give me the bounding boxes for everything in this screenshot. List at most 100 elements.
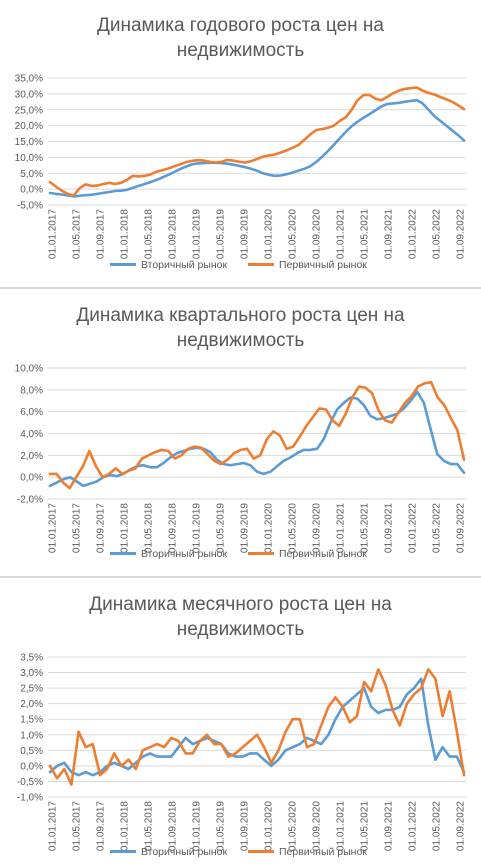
y-tick-label: -2,0%: [17, 495, 43, 506]
y-tick-label: 3,0%: [20, 668, 43, 679]
y-tick-label: 1,5%: [20, 715, 43, 726]
chart-title: недвижимость: [177, 40, 305, 61]
x-tick-label: 01.05.2022: [432, 503, 443, 553]
series-line-secondary: [48, 677, 466, 777]
legend-label: Первичный рынок: [279, 548, 367, 560]
y-tick-label: 0,0%: [20, 761, 43, 772]
legend-label: Первичный рынок: [279, 846, 367, 858]
x-tick-label: 01.05.2018: [144, 209, 155, 259]
series-line-secondary: [48, 390, 466, 488]
x-tick-label: 01.01.2018: [120, 209, 131, 259]
chart-panel-quarterly: Динамика квартального роста цен на недвиж…: [0, 289, 481, 576]
y-tick-label: 6,0%: [20, 407, 43, 418]
y-tick-label: 15,0%: [15, 137, 43, 148]
y-tick-label: 10,0%: [15, 153, 43, 164]
x-tick-label: 01.05.2019: [216, 209, 227, 259]
y-tick-label: 3,5%: [20, 653, 43, 664]
chart-title: недвижимость: [177, 619, 305, 640]
x-tick-label: 01.05.2021: [360, 503, 371, 553]
x-tick-label: 01.09.2017: [96, 209, 107, 259]
x-tick-label: 01.05.2019: [216, 503, 227, 553]
x-tick-label: 01.09.2018: [168, 209, 179, 259]
series-line-secondary: [48, 98, 466, 198]
x-tick-label: 01.09.2021: [384, 801, 395, 851]
legend-label: Вторичный рынок: [141, 259, 228, 271]
y-tick-label: 2,5%: [20, 684, 43, 695]
x-tick-label: 01.05.2017: [72, 209, 83, 259]
chart-title: Динамика годового роста цен на: [97, 15, 384, 36]
x-tick-label: 01.09.2019: [240, 209, 251, 259]
x-tick-label: 01.01.2022: [408, 503, 419, 553]
x-tick-label: 01.01.2018: [120, 801, 131, 851]
x-tick-label: 01.05.2022: [432, 801, 443, 851]
x-tick-label: 01.09.2020: [312, 209, 323, 259]
x-tick-label: 01.05.2020: [288, 801, 299, 851]
x-tick-label: 01.09.2021: [384, 209, 395, 259]
x-tick-label: 01.09.2022: [456, 801, 467, 851]
y-tick-label: 2,0%: [20, 699, 43, 710]
x-tick-label: 01.01.2019: [192, 503, 203, 553]
chart-panel-yearly: Динамика годового роста цен на недвижимос…: [0, 0, 481, 286]
y-tick-label: 5,0%: [20, 169, 43, 180]
x-tick-label: 01.09.2018: [168, 801, 179, 851]
x-tick-label: 01.01.2019: [192, 801, 203, 851]
y-tick-label: 0,5%: [20, 746, 43, 757]
x-tick-label: 01.01.2017: [48, 209, 59, 259]
x-tick-label: 01.05.2018: [144, 503, 155, 553]
x-tick-label: 01.01.2017: [48, 801, 59, 851]
series-line-primary: [48, 380, 466, 490]
x-tick-label: 01.05.2019: [216, 801, 227, 851]
x-tick-label: 01.05.2022: [432, 209, 443, 259]
y-tick-label: 8,0%: [20, 385, 43, 396]
x-tick-label: 01.05.2017: [72, 801, 83, 851]
x-tick-label: 01.05.2018: [144, 801, 155, 851]
monthly-growth-chart: Динамика месячного роста цен на недвижимо…: [17, 594, 467, 858]
x-tick-label: 01.01.2021: [336, 209, 347, 259]
panel-divider: [0, 576, 481, 578]
y-tick-label: 0,0%: [20, 473, 43, 484]
series-line-primary: [48, 86, 466, 197]
y-tick-label: 10,0%: [15, 364, 43, 375]
x-tick-label: 01.09.2022: [456, 209, 467, 259]
y-tick-label: -5,0%: [17, 201, 43, 212]
x-tick-label: 01.05.2021: [360, 209, 371, 259]
legend-label: Первичный рынок: [279, 259, 367, 271]
x-tick-label: 01.09.2019: [240, 503, 251, 553]
chart-title: Динамика месячного роста цен на: [89, 594, 392, 615]
x-tick-label: 01.09.2022: [456, 503, 467, 553]
y-tick-label: 35,0%: [15, 74, 43, 85]
chart-title: недвижимость: [177, 330, 305, 351]
x-tick-label: 01.09.2017: [96, 503, 107, 553]
chart-panel-monthly: Динамика месячного роста цен на недвижимо…: [0, 578, 481, 866]
x-tick-label: 01.09.2020: [312, 503, 323, 553]
y-tick-label: 2,0%: [20, 451, 43, 462]
x-tick-label: 01.09.2021: [384, 503, 395, 553]
y-tick-label: 1,0%: [20, 730, 43, 741]
legend-label: Вторичный рынок: [141, 548, 228, 560]
x-tick-label: 01.01.2021: [336, 801, 347, 851]
x-tick-label: 01.01.2020: [264, 801, 275, 851]
y-tick-label: -0,5%: [17, 777, 43, 788]
y-tick-label: 30,0%: [15, 89, 43, 100]
x-tick-label: 01.05.2020: [288, 503, 299, 553]
series-line-primary: [48, 668, 466, 786]
x-tick-label: 01.01.2018: [120, 503, 131, 553]
panel-divider: [0, 287, 481, 289]
x-tick-label: 01.09.2019: [240, 801, 251, 851]
y-tick-label: -1,0%: [17, 793, 43, 804]
x-tick-label: 01.05.2021: [360, 801, 371, 851]
x-tick-label: 01.09.2017: [96, 801, 107, 851]
y-tick-label: 4,0%: [20, 429, 43, 440]
x-tick-label: 01.05.2017: [72, 503, 83, 553]
x-tick-label: 01.01.2017: [48, 503, 59, 553]
x-tick-label: 01.09.2020: [312, 801, 323, 851]
chart-title: Динамика квартального роста цен на: [76, 305, 405, 326]
quarterly-growth-chart: Динамика квартального роста цен на недвиж…: [15, 305, 467, 560]
x-tick-label: 01.09.2018: [168, 503, 179, 553]
legend-label: Вторичный рынок: [141, 846, 228, 858]
x-tick-label: 01.01.2020: [264, 503, 275, 553]
x-tick-label: 01.01.2022: [408, 801, 419, 851]
y-tick-label: 20,0%: [15, 121, 43, 132]
yearly-growth-chart: Динамика годового роста цен на недвижимос…: [15, 15, 467, 271]
x-tick-label: 01.01.2020: [264, 209, 275, 259]
